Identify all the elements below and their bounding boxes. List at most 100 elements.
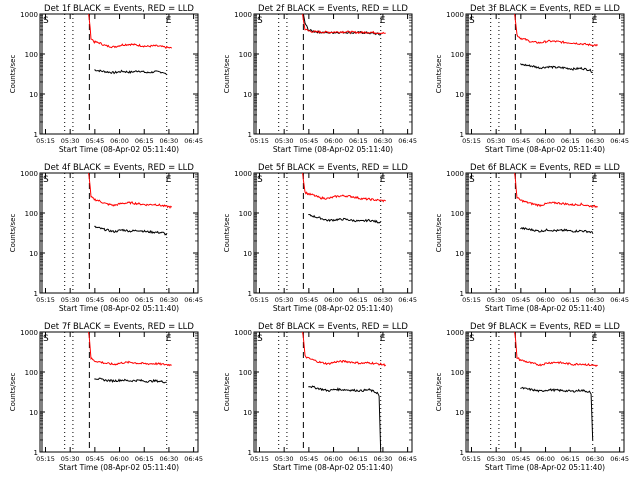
y-tick-label: 10: [455, 409, 464, 417]
plot-frame: [253, 331, 413, 453]
series-line-lld: [88, 172, 173, 209]
x-tick-label: 06:00: [324, 137, 343, 145]
start-marker-S: S: [469, 334, 475, 344]
x-tick-label: 06:30: [586, 137, 605, 145]
y-axis-label: Counts/sec: [435, 373, 443, 412]
x-tick-label: 05:15: [462, 455, 481, 463]
end-marker-E: E: [380, 16, 386, 26]
series-line-events: [519, 63, 593, 74]
chart-panel-6: Det 6f BLACK = Events, RED = LLD 1 10 100 10…: [435, 163, 629, 313]
chart-title: Det 9f BLACK = Events, RED = LLD: [470, 322, 620, 332]
x-tick-label: 05:45: [511, 296, 530, 304]
x-tick-label: 05:15: [36, 455, 55, 463]
x-tick-label: 06:45: [184, 296, 203, 304]
y-tick-label: 10: [455, 91, 464, 99]
start-marker-S: S: [257, 175, 263, 185]
plot-frame: [465, 331, 625, 453]
y-tick-label: 1000: [234, 329, 252, 337]
end-marker-E: E: [592, 16, 598, 26]
plot-frame: [39, 331, 199, 453]
x-axis-label: Start Time (08-Apr-02 05:11:40): [273, 145, 393, 154]
chart-panel-7: Det 7f BLACK = Events, RED = LLD 1 10 100 10…: [9, 322, 203, 472]
y-tick-label: 10: [29, 91, 38, 99]
x-tick-label: 05:15: [36, 137, 55, 145]
y-axis-label: Counts/sec: [9, 373, 17, 412]
y-tick-label: 10: [29, 409, 38, 417]
x-tick-label: 06:00: [110, 296, 129, 304]
y-tick-label: 1: [34, 131, 38, 139]
x-tick-label: 06:45: [398, 137, 417, 145]
y-tick-label: 100: [451, 369, 464, 377]
start-marker-S: S: [257, 16, 263, 26]
series-line-lld: [514, 331, 598, 367]
y-tick-label: 10: [243, 409, 252, 417]
y-tick-label: 100: [25, 51, 38, 59]
x-tick-label: 05:45: [511, 137, 530, 145]
plot-frame: [39, 172, 199, 294]
chart-panel-8: Det 8f BLACK = Events, RED = LLD 1 10 100 10…: [223, 322, 417, 472]
end-marker-E: E: [592, 175, 598, 185]
x-tick-label: 06:45: [184, 137, 203, 145]
series-line-lld: [302, 13, 386, 35]
x-axis-label: Start Time (08-Apr-02 05:11:40): [59, 145, 179, 154]
series-line-events: [308, 213, 381, 224]
x-tick-label: 05:30: [275, 296, 294, 304]
y-tick-label: 1000: [20, 11, 38, 19]
y-axis-label: Counts/sec: [223, 214, 231, 253]
y-tick-label: 100: [25, 210, 38, 218]
start-marker-S: S: [43, 175, 49, 185]
x-tick-label: 06:15: [561, 137, 580, 145]
x-tick-label: 05:45: [511, 455, 530, 463]
x-tick-label: 06:00: [536, 137, 555, 145]
x-tick-label: 06:30: [374, 137, 393, 145]
chart-title: Det 8f BLACK = Events, RED = LLD: [258, 322, 408, 332]
y-tick-label: 1000: [20, 170, 38, 178]
x-axis-label: Start Time (08-Apr-02 05:11:40): [59, 304, 179, 313]
chart-title: Det 3f BLACK = Events, RED = LLD: [470, 4, 620, 14]
x-tick-label: 06:30: [586, 455, 605, 463]
start-marker-S: S: [469, 175, 475, 185]
y-axis-label: Counts/sec: [223, 55, 231, 94]
y-tick-label: 1: [248, 290, 252, 298]
x-axis-label: Start Time (08-Apr-02 05:11:40): [485, 463, 605, 472]
x-tick-label: 05:30: [487, 455, 506, 463]
y-tick-label: 1: [34, 290, 38, 298]
x-tick-label: 06:45: [610, 296, 629, 304]
y-tick-label: 1000: [20, 329, 38, 337]
x-tick-label: 05:30: [487, 137, 506, 145]
x-tick-label: 05:15: [36, 296, 55, 304]
x-tick-label: 06:15: [135, 455, 154, 463]
chart-panel-5: Det 5f BLACK = Events, RED = LLD 1 10 100 10…: [223, 163, 417, 313]
x-tick-label: 06:45: [610, 455, 629, 463]
y-tick-label: 1: [460, 131, 464, 139]
y-axis-label: Counts/sec: [435, 55, 443, 94]
end-marker-E: E: [166, 334, 172, 344]
x-tick-label: 05:15: [462, 137, 481, 145]
x-axis-label: Start Time (08-Apr-02 05:11:40): [273, 304, 393, 313]
chart-title: Det 4f BLACK = Events, RED = LLD: [44, 163, 194, 173]
series-line-events: [302, 13, 381, 36]
series-line-events: [94, 225, 168, 236]
x-tick-label: 06:30: [160, 137, 179, 145]
x-tick-label: 05:45: [299, 455, 318, 463]
x-tick-label: 06:00: [110, 455, 129, 463]
y-tick-label: 100: [239, 210, 252, 218]
y-tick-label: 1000: [234, 11, 252, 19]
x-tick-label: 05:45: [85, 455, 104, 463]
x-tick-label: 06:45: [398, 296, 417, 304]
x-tick-label: 06:15: [349, 296, 368, 304]
y-axis-label: Counts/sec: [9, 55, 17, 94]
y-tick-label: 1000: [446, 329, 464, 337]
y-tick-label: 1: [248, 449, 252, 457]
x-tick-label: 06:15: [561, 296, 580, 304]
x-tick-label: 06:00: [324, 296, 343, 304]
chart-panel-3: Det 3f BLACK = Events, RED = LLD 1 10 100 10…: [435, 4, 629, 154]
x-tick-label: 05:15: [462, 296, 481, 304]
x-tick-label: 06:45: [398, 455, 417, 463]
y-axis-label: Counts/sec: [9, 214, 17, 253]
y-tick-label: 100: [25, 369, 38, 377]
x-tick-label: 05:30: [61, 137, 80, 145]
x-tick-label: 05:30: [61, 455, 80, 463]
